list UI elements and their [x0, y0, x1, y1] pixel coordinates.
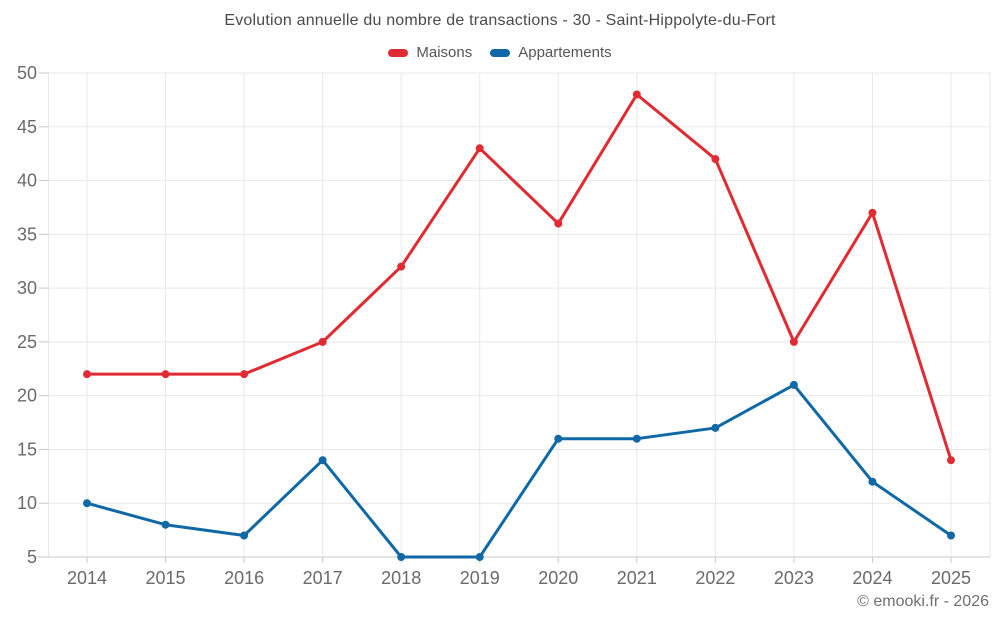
point-appartements-2018: [397, 553, 406, 561]
legend-label-maisons: Maisons: [416, 44, 473, 61]
maisons-series-swatch-icon: [388, 48, 409, 57]
series-appartements-line: [85, 383, 953, 559]
point-appartements-2019: [475, 553, 484, 561]
point-maisons-2020: [554, 219, 563, 228]
y-tick-label: 5: [27, 547, 37, 567]
y-tick-label: 15: [17, 439, 37, 459]
point-appartements-2015: [161, 520, 170, 529]
x-tick-label: 2023: [774, 568, 814, 588]
y-tick-label: 20: [17, 386, 37, 406]
point-maisons-2014: [83, 370, 91, 379]
x-tick-label: 2024: [852, 568, 892, 588]
point-maisons-2024: [868, 208, 877, 217]
x-tick-label: 2014: [67, 568, 107, 588]
x-tick-label: 2025: [931, 568, 971, 588]
point-appartements-2022: [711, 423, 720, 432]
y-tick-label: 35: [17, 224, 37, 244]
point-appartements-2025: [947, 531, 955, 540]
legend-label-appartements: Appartements: [518, 44, 612, 61]
x-tick-label: 2019: [460, 568, 500, 588]
x-tick-label: 2021: [617, 568, 657, 588]
point-appartements-2023: [789, 380, 798, 389]
x-tick-label: 2015: [146, 568, 186, 588]
point-appartements-2024: [868, 477, 877, 486]
point-appartements-2021: [632, 434, 641, 443]
legend-item-maisons[interactable]: Maisons: [388, 44, 472, 61]
point-appartements-2017: [318, 456, 327, 465]
appartements-series-swatch-icon: [490, 48, 511, 57]
y-tick-label: 45: [17, 117, 37, 137]
point-maisons-2018: [397, 262, 406, 271]
point-appartements-2020: [554, 434, 563, 443]
x-tick-label: 2022: [695, 568, 735, 588]
legend-item-appartements[interactable]: Appartements: [490, 44, 612, 61]
point-maisons-2021: [632, 90, 641, 99]
y-tick-label: 30: [17, 278, 37, 298]
point-maisons-2025: [947, 456, 955, 465]
point-maisons-2015: [161, 370, 170, 379]
point-maisons-2016: [240, 370, 249, 379]
point-maisons-2022: [711, 155, 720, 164]
x-tick-label: 2018: [381, 568, 421, 588]
point-appartements-2016: [240, 531, 249, 540]
watermark: © emooki.fr - 2026: [857, 593, 989, 610]
chart-title: Evolution annuelle du nombre de transact…: [224, 12, 776, 29]
point-maisons-2023: [789, 337, 798, 346]
x-tick-label: 2020: [538, 568, 578, 588]
point-maisons-2019: [475, 144, 484, 153]
y-tick-label: 10: [17, 493, 37, 513]
point-maisons-2017: [318, 337, 327, 346]
y-tick-label: 40: [17, 171, 37, 191]
y-tick-label: 50: [17, 63, 37, 83]
x-tick-label: 2016: [224, 568, 264, 588]
series-maisons-line: [85, 93, 953, 462]
y-tick-label: 25: [17, 332, 37, 352]
chart-legend: Maisons Appartements: [0, 44, 1000, 61]
x-tick-label: 2017: [303, 568, 343, 588]
point-appartements-2014: [83, 499, 91, 508]
